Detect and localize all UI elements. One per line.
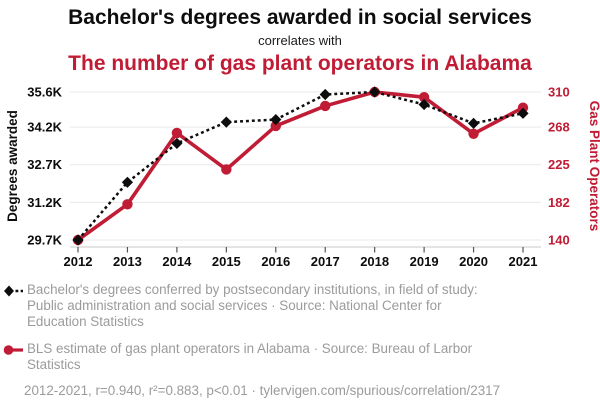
x-axis-tick-label: 2016 [261,254,290,269]
x-axis-tick-label: 2020 [459,254,488,269]
left-axis-tick-label: 31.2K [27,195,62,210]
right-axis-title: Gas Plant Operators [587,101,600,232]
operators-data-point [418,92,430,103]
diamond-dashed-line-icon [4,285,23,297]
chart-title: Bachelor's degrees awarded in social ser… [68,6,532,29]
degrees-data-point [517,107,529,119]
legend-label-operators: BLS estimate of gas plant operators in A… [27,340,473,372]
legend-label-degrees: Bachelor's degrees conferred by postseco… [27,282,478,330]
degrees-data-point [467,117,480,129]
legend-item-operators: BLS estimate of gas plant operators in A… [3,341,592,373]
degrees-data-point [72,234,84,246]
operators-data-point [122,199,133,210]
degrees-data-point [369,86,381,98]
right-axis-tick-label: 268 [548,120,570,135]
spurious-correlation-chart: Bachelor's degrees awarded in social ser… [0,0,600,398]
circle-solid-line-icon [3,344,23,355]
degrees-data-point [171,137,183,150]
degrees-data-point [220,116,232,128]
operators-data-point [320,100,331,112]
x-axis-tick-label: 2014 [162,254,192,269]
stats-footer: 2012-2021, r=0.940, r²=0.883, p<0.01 · t… [24,383,501,399]
chart-canvas: 35.6K 310 34.2K 268 32.7K 225 31.2K 182 29.7K 140… [5,85,600,270]
chart-legend: Bachelor's degrees conferred by postseco… [0,276,600,398]
degrees-data-point [319,88,331,101]
degrees-data-point [418,98,430,111]
left-axis-tick-label: 29.7K [27,233,62,248]
degrees-data-point [270,113,282,126]
left-axis-tick-label: 32.7K [27,157,62,172]
left-axis-title: Degrees awarded [5,110,20,222]
right-axis-tick-label: 140 [548,233,570,248]
correlates-with-text: correlates with [258,33,342,48]
right-axis-tick-label: 182 [548,195,570,210]
operators-data-point [517,102,529,113]
x-axis-tick-label: 2021 [509,254,538,269]
operators-data-point [221,164,232,175]
right-axis-tick-label: 310 [548,85,570,100]
x-axis-tick-label: 2013 [113,254,142,269]
operators-data-point [468,128,479,139]
x-axis-tick-label: 2018 [360,254,389,269]
degrees-series-line [77,90,524,241]
operators-data-point [171,127,183,139]
x-axis-tick-label: 2012 [64,254,93,269]
operators-data-point [270,120,281,132]
chart-header: Bachelor's degrees awarded in social ser… [0,0,600,76]
left-axis-tick-label: 34.2K [27,120,62,135]
right-axis-tick-label: 225 [548,157,570,172]
x-axis-tick-label: 2017 [311,254,340,269]
degrees-data-point [121,176,134,188]
legend-item-degrees: Bachelor's degrees conferred by postseco… [3,282,592,331]
left-axis-tick-label: 35.6K [27,85,62,100]
operators-series-line [76,90,524,242]
x-axis-tick-label: 2015 [212,254,241,269]
chart-subtitle: The number of gas plant operators in Ala… [68,52,532,75]
x-axis-tick-label: 2019 [410,254,439,269]
